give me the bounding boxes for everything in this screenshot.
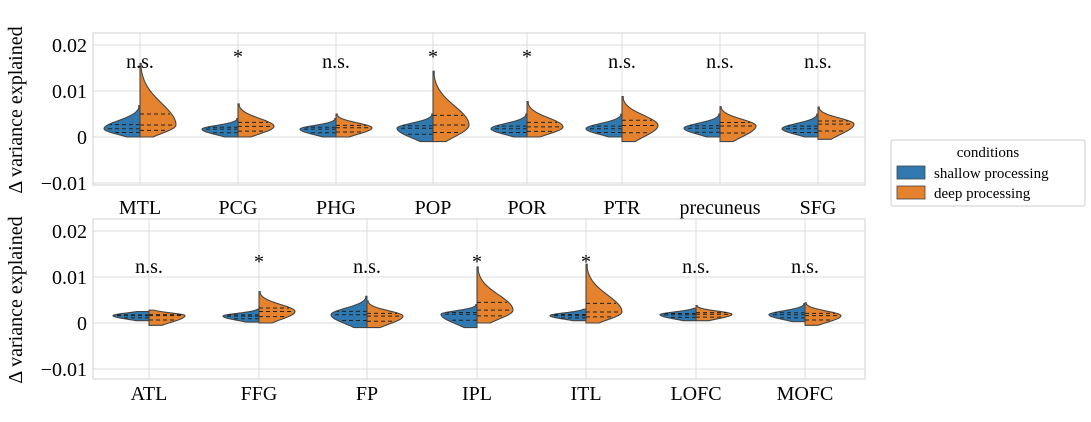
violin-half-deep (432, 70, 470, 143)
significance-label: * (581, 251, 591, 273)
category-label: PHG (316, 197, 356, 219)
y-tick-label: −0.01 (41, 359, 87, 381)
significance-label: n.s. (353, 256, 381, 278)
violin-half-deep (526, 101, 564, 138)
legend-label-shallow: shallow processing (934, 166, 1049, 182)
violin-half-shallow (585, 113, 623, 138)
panel-bottom: 0.02 0.01 0 −0.01 ATL FFG FP IPL ITL LOFC MOFC n.… (5, 216, 866, 405)
legend-swatch-shallow (896, 165, 926, 180)
panel-top: 0.02 0.01 0 −0.01 MTL PCG PHG POP POR PTR precune… (5, 26, 866, 219)
y-tick-label: 0 (77, 127, 87, 149)
y-tick-label: 0 (77, 313, 87, 335)
category-label: SFG (800, 197, 837, 219)
legend: conditions shallow processing deep proce… (890, 139, 1086, 207)
category-label: precuneus (679, 197, 760, 219)
significance-label: n.s. (706, 51, 734, 73)
significance-label: * (428, 46, 438, 68)
y-axis-label-bottom: Δ variance explained (5, 216, 27, 383)
category-label: PCG (219, 197, 258, 219)
significance-label: n.s. (608, 51, 636, 73)
category-label: FP (356, 383, 378, 405)
category-label: LOFC (670, 383, 721, 405)
y-ticks-bottom: 0.02 0.01 0 −0.01 (41, 221, 87, 381)
y-tick-label: 0.02 (52, 221, 87, 243)
significance-label: n.s. (682, 256, 710, 278)
significance-label: n.s. (804, 51, 832, 73)
legend-label-deep: deep processing (934, 186, 1031, 202)
category-label: POP (415, 197, 452, 219)
significance-label: * (233, 46, 243, 68)
significance-label: * (254, 251, 264, 273)
violin-half-deep (237, 103, 275, 138)
violins-bottom (112, 263, 842, 329)
category-label: MOFC (777, 383, 834, 405)
y-tick-label: −0.01 (41, 173, 87, 195)
significance-label: * (472, 251, 482, 273)
significance-label: n.s. (126, 51, 154, 73)
category-label: IPL (462, 383, 492, 405)
x-categories-top: MTL PCG PHG POP POR PTR precuneus SFG (119, 197, 836, 219)
significance-label: * (522, 46, 532, 68)
violin-half-shallow (490, 113, 528, 138)
violin-half-deep (585, 263, 623, 324)
significance-bottom: n.s. * n.s. * * n.s. n.s. (135, 251, 819, 278)
category-label: PTR (604, 197, 641, 219)
category-label: ITL (570, 383, 601, 405)
violin-half-deep (621, 95, 659, 143)
violin-half-shallow (781, 113, 819, 138)
category-label: ATL (131, 383, 168, 405)
significance-label: n.s. (322, 51, 350, 73)
violin-half-deep (148, 309, 186, 326)
legend-box (890, 139, 1086, 207)
significance-top: n.s. * n.s. * * n.s. n.s. n.s. (126, 46, 832, 73)
legend-title: conditions (957, 145, 1020, 161)
y-tick-label: 0.02 (52, 35, 87, 57)
violins-top (103, 62, 855, 143)
plot-area-top (92, 32, 866, 186)
violin-half-deep (139, 62, 177, 138)
category-label: MTL (119, 197, 161, 219)
x-categories-bottom: ATL FFG FP IPL ITL LOFC MOFC (131, 383, 834, 405)
violin-half-shallow (330, 295, 368, 329)
significance-label: n.s. (135, 256, 163, 278)
violin-half-shallow (440, 304, 478, 329)
significance-label: n.s. (791, 256, 819, 278)
legend-swatch-deep (896, 185, 926, 200)
violin-half-deep (258, 291, 296, 324)
y-tick-label: 0.01 (52, 267, 87, 289)
y-ticks-top: 0.02 0.01 0 −0.01 (41, 35, 87, 195)
violin-half-deep (476, 266, 514, 324)
category-label: POR (508, 197, 548, 219)
category-label: FFG (241, 383, 278, 405)
y-tick-label: 0.01 (52, 81, 87, 103)
y-axis-label-top: Δ variance explained (5, 26, 27, 193)
